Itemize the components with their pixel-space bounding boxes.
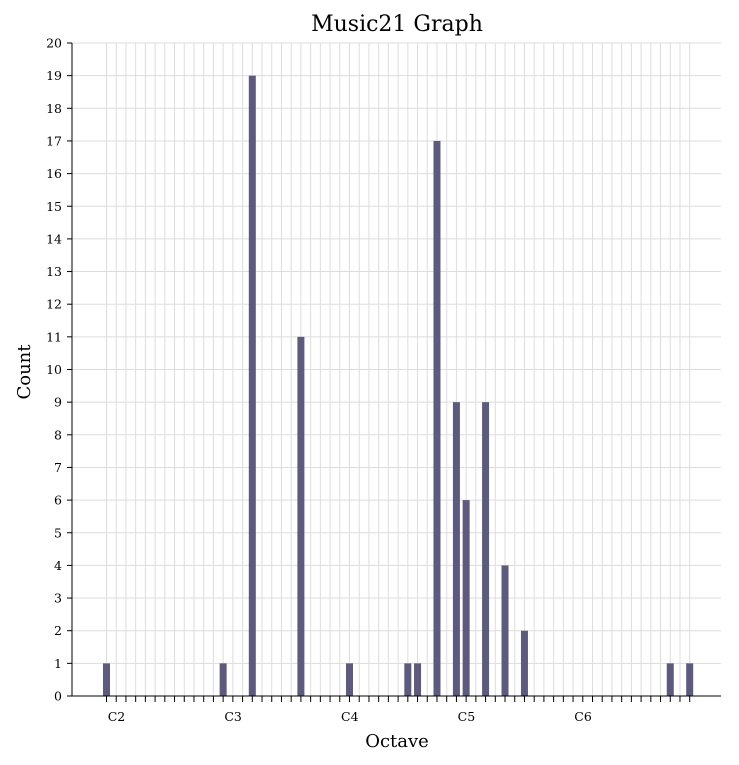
y-tick-label: 12 [46, 297, 62, 312]
x-axis-label: Octave [365, 731, 429, 752]
y-tick-label: 13 [46, 264, 62, 279]
y-tick-label: 3 [54, 591, 62, 606]
bar [452, 402, 460, 696]
x-tick-label: C2 [108, 709, 126, 724]
y-tick-label: 9 [54, 395, 62, 410]
bar [501, 565, 509, 696]
bar [520, 630, 528, 696]
y-tick-label: 7 [54, 460, 62, 475]
bar [346, 663, 353, 696]
y-axis-label: Count [14, 344, 35, 400]
bar [686, 663, 694, 696]
chart-title: Music21 Graph [311, 12, 483, 37]
grid-layer [72, 42, 721, 697]
y-tick-label: 11 [46, 329, 62, 344]
y-tick-label: 6 [54, 493, 62, 508]
x-tick-label: C6 [574, 709, 592, 724]
y-tick-label: 15 [46, 199, 62, 214]
bar [414, 663, 422, 696]
x-tick-label: C4 [341, 709, 359, 724]
y-tick-label: 8 [54, 427, 62, 442]
y-tick-label: 19 [46, 68, 62, 83]
y-tick-label: 20 [46, 36, 62, 51]
x-tick-label: C3 [224, 709, 242, 724]
bar [482, 402, 490, 696]
x-tick-label: C5 [458, 709, 476, 724]
bar [103, 663, 110, 696]
bar [462, 500, 470, 696]
bar [297, 336, 305, 696]
bar [433, 140, 441, 696]
y-tick-label: 1 [54, 656, 62, 671]
y-tick-label: 10 [46, 362, 62, 377]
y-tick-label: 18 [46, 101, 62, 116]
y-tick-label: 14 [46, 231, 62, 246]
y-tick-label: 0 [54, 689, 62, 704]
y-tick-label: 4 [54, 558, 62, 573]
y-tick-label: 5 [54, 525, 62, 540]
y-tick-label: 16 [46, 166, 62, 181]
bar [219, 663, 227, 696]
bar [404, 663, 412, 696]
bar [248, 75, 256, 696]
bar-layer [103, 75, 694, 696]
y-tick-label: 2 [54, 623, 62, 638]
bar [666, 663, 674, 696]
y-tick-label: 17 [46, 133, 62, 148]
